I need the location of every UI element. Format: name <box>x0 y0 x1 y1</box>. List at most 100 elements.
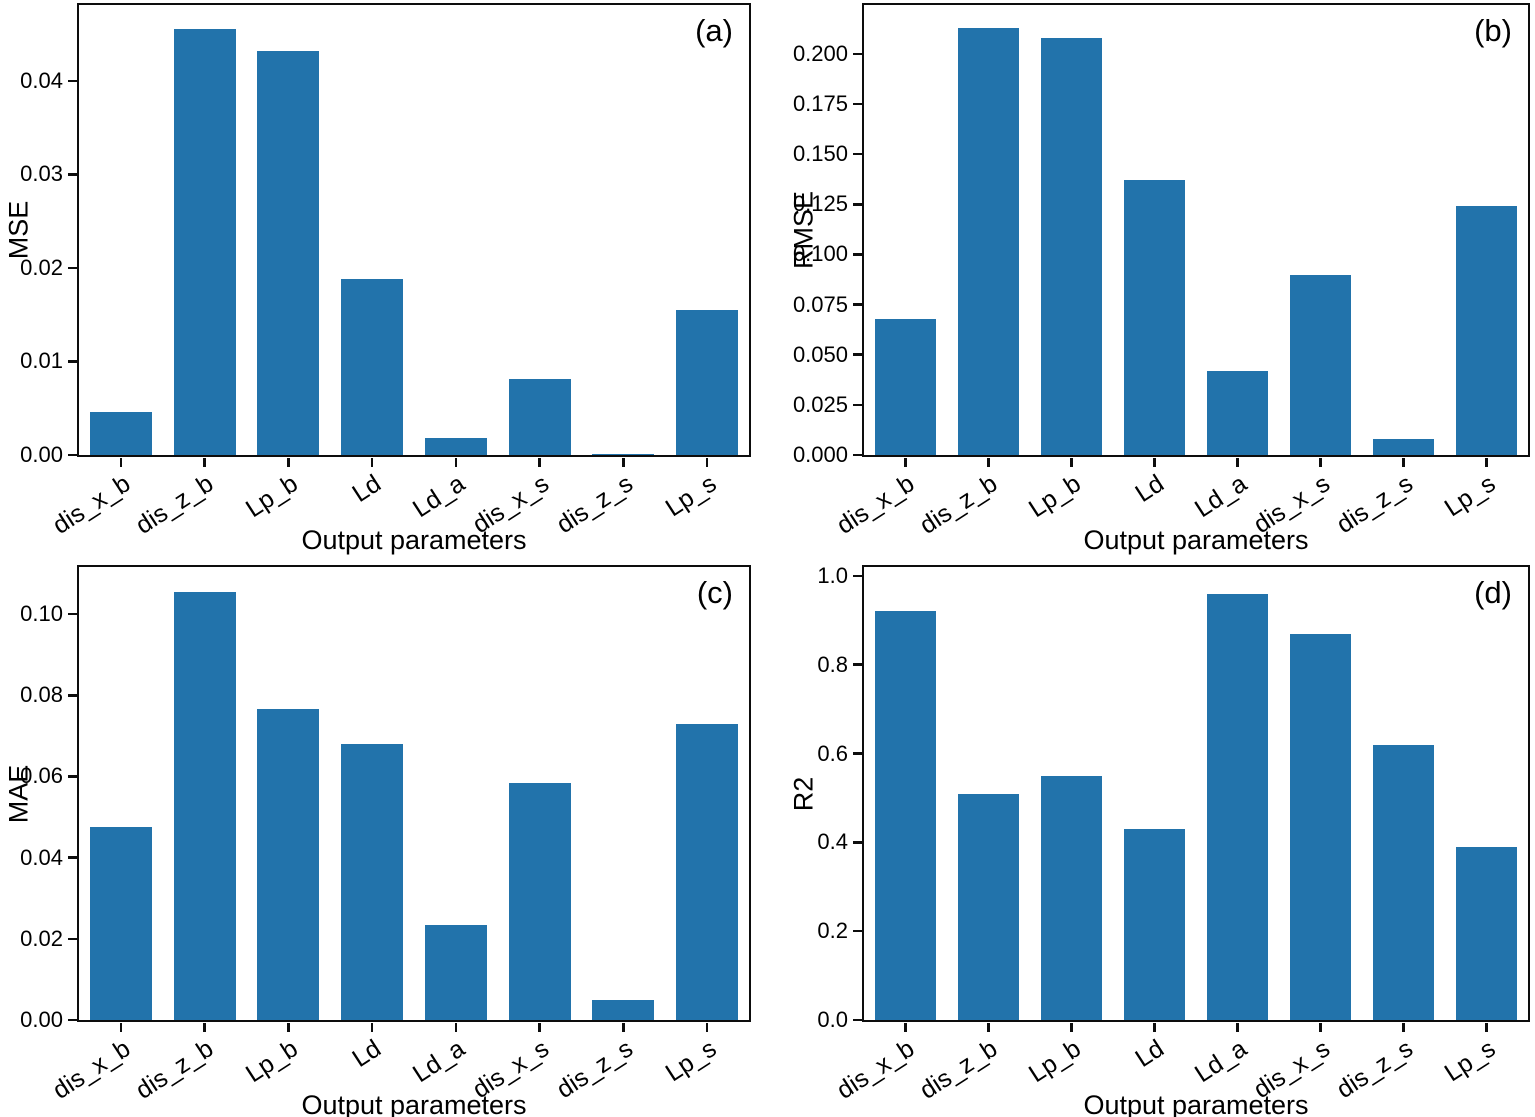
plot-area-d: R2 (d) 0.0 0.2 0.4 0.6 0.8 1.0 dis_x_b dis_z_b Lp_… <box>789 564 1530 1117</box>
bar-Lp_s <box>1455 206 1518 455</box>
plot-area-a: MSE (a) 0.00 0.01 0.02 0.03 0.04 dis_x_b dis_z_b… <box>4 3 751 554</box>
bar-Lp_b <box>1040 775 1103 1020</box>
x-tick-label: Ld_a <box>408 1034 471 1089</box>
y-tick-mark <box>67 79 77 83</box>
y-tick-label: 0.200 <box>792 40 848 66</box>
bar-Lp_s <box>676 723 739 1020</box>
x-tick-label: Lp_s <box>660 1034 722 1088</box>
x-tick-label: Lp_b <box>1023 469 1086 524</box>
x-tick-label: Ld_a <box>408 469 471 524</box>
y-tick-label: 1.0 <box>817 562 848 588</box>
x-tick-label: Lp_b <box>240 469 303 524</box>
y-tick-mark <box>852 152 862 156</box>
bar-Ld_a <box>424 924 487 1020</box>
bar-Lp_b <box>257 50 320 455</box>
y-tick-mark <box>67 775 77 778</box>
y-tick-label: 0.08 <box>20 682 63 708</box>
x-tick-mark <box>1319 457 1322 467</box>
bar-dis_x_b <box>89 827 152 1020</box>
y-tick-label: 0.100 <box>792 241 848 267</box>
x-tick-label: dis_z_s <box>551 469 638 539</box>
y-tick-label: 0.075 <box>792 291 848 317</box>
bar-dis_z_s <box>1372 438 1435 455</box>
x-tick-mark <box>370 1022 374 1032</box>
y-tick-mark <box>852 303 862 306</box>
y-tick-label: 0.2 <box>817 918 848 944</box>
x-tick-label: Ld_a <box>1189 1034 1252 1089</box>
y-tick-label: 0.000 <box>792 442 848 467</box>
x-tick-mark <box>1319 1022 1322 1032</box>
panel-b: RMSE (b) 0.000 0.025 0.050 0.075 0.100 0.125 0.1… <box>768 0 1535 558</box>
y-tick-mark <box>67 612 77 616</box>
x-tick-label: dis_x_b <box>47 1034 136 1105</box>
x-tick-mark <box>119 457 123 467</box>
x-tick-mark <box>370 457 374 467</box>
x-tick-label: Lp_b <box>1023 1034 1086 1089</box>
x-tick-label: dis_z_b <box>131 469 219 540</box>
x-tick-mark <box>287 457 290 467</box>
x-tick-label: Ld <box>1130 469 1169 508</box>
x-tick-label: dis_z_b <box>131 1034 219 1105</box>
y-tick-mark <box>852 102 862 106</box>
bar-Ld_a <box>424 438 487 455</box>
y-tick-label: 0.02 <box>20 925 63 951</box>
y-tick-mark <box>67 856 77 859</box>
y-tick-mark <box>67 453 77 457</box>
x-tick-mark <box>1485 1022 1488 1032</box>
y-tick-mark <box>852 929 862 933</box>
bar-dis_z_b <box>957 793 1020 1020</box>
bar-dis_x_s <box>1289 633 1352 1020</box>
y-axis-title: R2 <box>788 776 819 811</box>
x-tick-label: dis_x_b <box>832 1034 920 1105</box>
x-tick-mark <box>454 457 458 467</box>
bar-dis_z_s <box>592 999 655 1020</box>
bar-Lp_s <box>1455 846 1518 1020</box>
panel-c: MAE (c) 0.00 0.02 0.04 0.06 0.08 0.10 dis_x_b dis… <box>0 559 767 1117</box>
x-tick-mark <box>904 457 907 467</box>
y-tick-label: 0.04 <box>20 844 63 870</box>
bar-Lp_b <box>1040 37 1103 455</box>
y-tick-mark <box>852 752 862 755</box>
plot-area-b: RMSE (b) 0.000 0.025 0.050 0.075 0.100 0.125 0.1… <box>789 3 1530 554</box>
bar-dis_x_s <box>508 782 571 1020</box>
y-tick-label: 0.02 <box>20 254 63 280</box>
y-tick-label: 0.025 <box>792 391 848 417</box>
bar-dis_x_b <box>89 411 152 455</box>
y-tick-mark <box>852 203 862 206</box>
y-tick-label: 0.0 <box>817 1007 848 1032</box>
x-tick-mark <box>1236 457 1239 467</box>
x-tick-label: dis_z_b <box>915 469 1003 540</box>
y-tick-mark <box>67 937 77 941</box>
y-axis-title: MSE <box>3 200 34 260</box>
x-tick-mark <box>1402 457 1405 467</box>
y-tick-label: 0.125 <box>792 191 848 217</box>
x-axis-title: Output parameters <box>301 1090 527 1117</box>
y-tick-mark <box>67 173 77 176</box>
y-tick-label: 0.04 <box>20 67 63 93</box>
x-tick-label: dis_z_b <box>915 1034 1003 1105</box>
x-tick-mark <box>622 457 625 467</box>
x-tick-label: Lp_b <box>240 1034 303 1089</box>
x-tick-mark <box>1153 1022 1156 1032</box>
y-tick-label: 0.01 <box>20 348 63 374</box>
x-tick-label: dis_x_b <box>47 469 136 540</box>
bar-Ld <box>1123 829 1186 1020</box>
y-tick-mark <box>852 663 862 666</box>
x-tick-label: Ld <box>347 469 387 508</box>
y-tick-mark <box>852 353 862 356</box>
bar-Ld <box>341 743 404 1020</box>
x-tick-mark <box>622 1022 625 1032</box>
x-tick-mark <box>119 1022 123 1032</box>
x-tick-mark <box>1402 1022 1405 1032</box>
x-tick-mark <box>904 1022 907 1032</box>
x-tick-label: Lp_s <box>1439 469 1501 523</box>
x-tick-mark <box>1070 457 1073 467</box>
y-tick-mark <box>67 360 77 363</box>
bar-dis_z_b <box>173 591 236 1020</box>
y-tick-label: 0.00 <box>20 442 63 467</box>
x-axis-title: Output parameters <box>1083 525 1309 555</box>
x-tick-label: dis_z_s <box>1331 1034 1418 1104</box>
x-tick-mark <box>987 1022 990 1032</box>
y-tick-label: 0.150 <box>792 141 848 167</box>
